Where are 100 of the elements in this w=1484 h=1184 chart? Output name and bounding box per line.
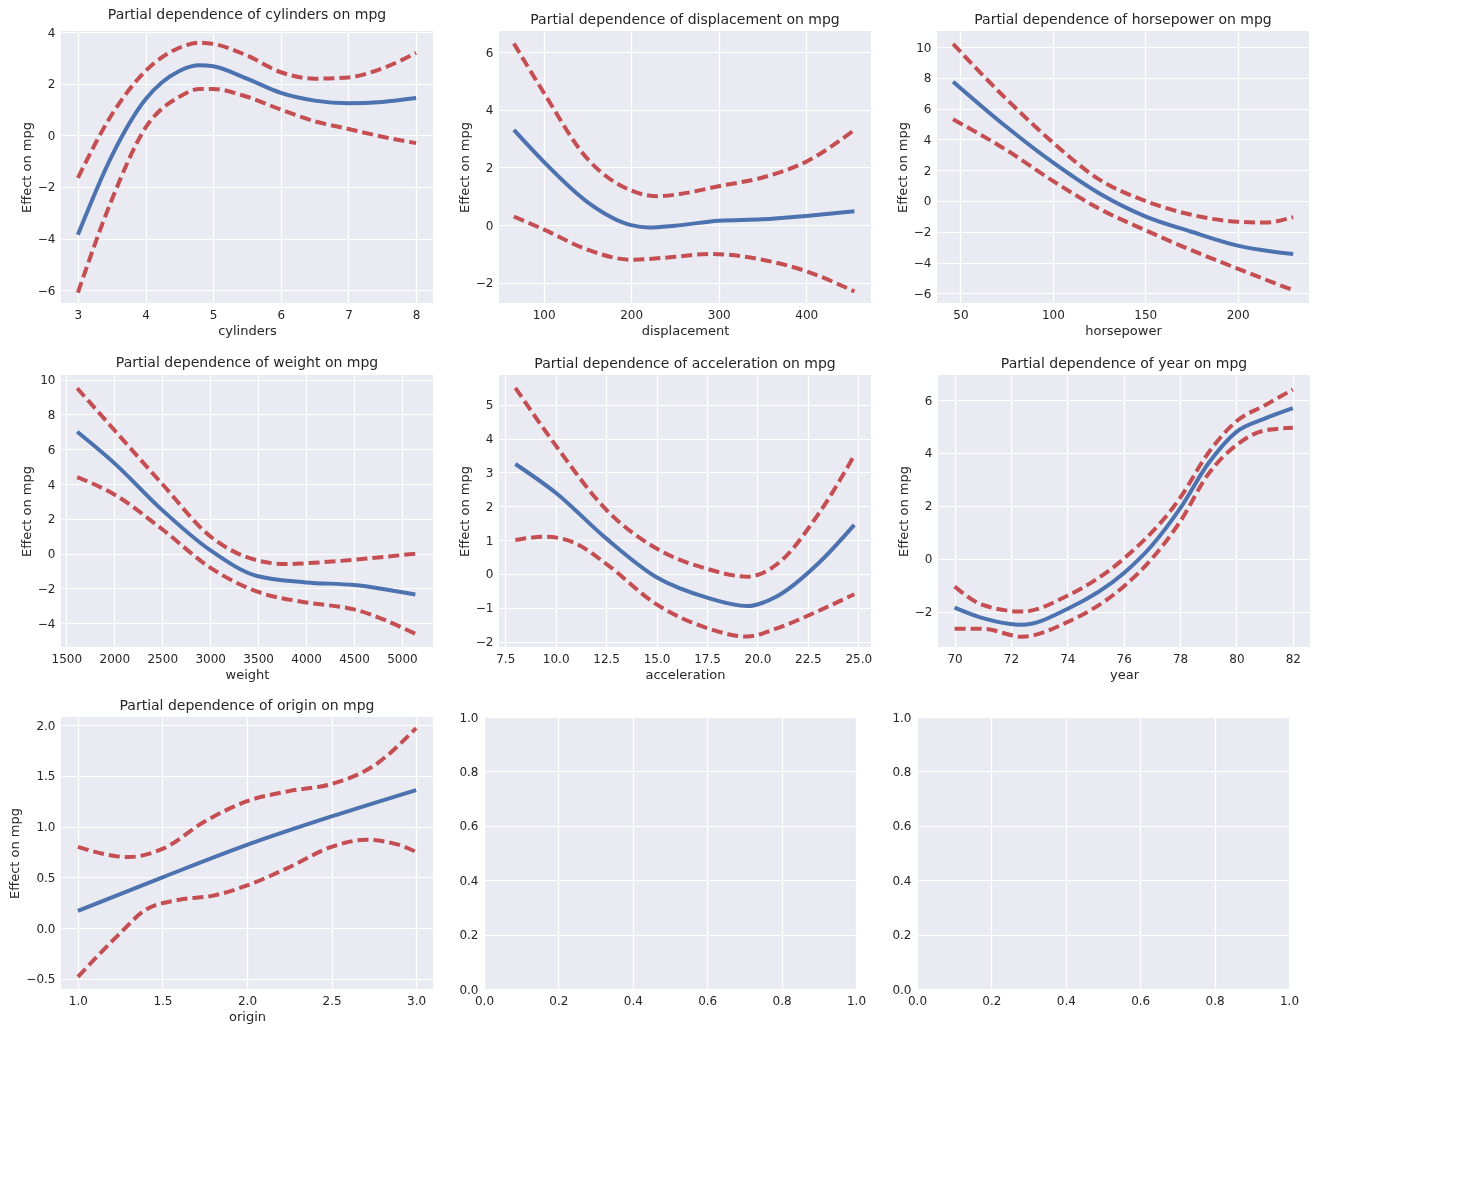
x-axis-title: acceleration <box>645 666 726 682</box>
x-tick-label: 76 <box>1116 651 1132 666</box>
line-series <box>75 726 419 860</box>
y-tick-label: 0.6 <box>892 819 912 834</box>
y-tick-label: −1 <box>475 601 494 616</box>
y-tick-label: 6 <box>923 102 932 117</box>
y-tick-label: 3 <box>485 465 494 480</box>
line-series <box>75 63 419 237</box>
y-tick-label: 4 <box>47 25 56 40</box>
x-tick-label: 82 <box>1285 651 1301 666</box>
line-series <box>951 41 1296 225</box>
x-tick-label: 3 <box>74 307 83 322</box>
x-tick-label: 3.0 <box>407 993 427 1008</box>
y-tick-label: 5 <box>485 398 494 413</box>
x-tick-label: 2.5 <box>322 993 342 1008</box>
y-tick-label: −2 <box>913 225 932 240</box>
x-tick-label: 2500 <box>147 651 179 666</box>
y-tick-label: 1.0 <box>459 710 479 725</box>
y-tick-label: 8 <box>47 407 56 422</box>
line-series <box>511 214 857 294</box>
chart-title: Partial dependence of horsepower on mpg <box>974 11 1272 27</box>
y-tick-label: −6 <box>37 283 56 298</box>
line-series <box>75 837 419 979</box>
y-axis-title: Effect on mpg <box>456 121 472 214</box>
chart-title: Partial dependence of displacement on mpg <box>530 11 840 27</box>
x-tick-label: 2.0 <box>237 993 258 1008</box>
x-tick-label: 3500 <box>243 651 274 666</box>
y-tick-label: 2 <box>923 163 932 178</box>
y-tick-label: 0.4 <box>459 873 479 888</box>
x-tick-label: 150 <box>1134 307 1158 322</box>
line-series <box>75 429 418 597</box>
x-tick-label: 25.0 <box>845 651 873 666</box>
y-tick-label: 10 <box>916 40 932 55</box>
chart-title: Partial dependence of acceleration on mpg <box>534 355 836 371</box>
x-tick-label: 4500 <box>339 651 370 666</box>
x-tick-label: 2000 <box>99 651 131 666</box>
x-tick-label: 200 <box>1226 307 1250 322</box>
y-tick-label: 4 <box>924 446 933 461</box>
x-tick-label: 4 <box>142 307 150 322</box>
x-tick-label: 17.5 <box>694 651 721 666</box>
y-tick-label: 2 <box>924 499 933 514</box>
y-tick-label: 2 <box>47 77 56 92</box>
y-tick-label: −2 <box>475 635 494 650</box>
x-tick-label: 0.8 <box>1205 993 1225 1008</box>
y-axis-title: Effect on mpg <box>7 807 23 900</box>
y-tick-label: 0.5 <box>36 870 56 885</box>
y-tick-label: 4 <box>485 432 494 447</box>
y-axis-title: Effect on mpg <box>895 465 911 558</box>
x-tick-label: 300 <box>707 307 731 322</box>
x-axis-title: cylinders <box>218 322 278 338</box>
x-tick-label: 0.6 <box>698 993 718 1008</box>
line-series <box>75 475 418 636</box>
x-tick-label: 5000 <box>387 651 418 666</box>
y-tick-label: 0.8 <box>459 764 479 779</box>
y-tick-label: 0 <box>485 218 494 233</box>
y-tick-label: 10 <box>40 373 56 388</box>
x-tick-label: 20.0 <box>744 651 772 666</box>
y-tick-label: 0 <box>924 552 933 567</box>
y-tick-label: −2 <box>37 581 56 596</box>
x-tick-label: 8 <box>412 307 421 322</box>
y-tick-label: 2.0 <box>36 718 56 733</box>
y-tick-label: 0 <box>47 547 56 562</box>
x-tick-label: 80 <box>1229 651 1245 666</box>
chart-title: Partial dependence of weight on mpg <box>115 353 379 370</box>
line-series <box>75 386 418 567</box>
x-axis-title: weight <box>225 666 270 682</box>
x-tick-label: 400 <box>795 307 819 322</box>
line-series <box>513 385 857 579</box>
x-tick-label: 22.5 <box>795 651 822 666</box>
x-tick-label: 1.0 <box>1279 993 1300 1008</box>
x-tick-label: 200 <box>620 307 644 322</box>
line-series <box>75 87 419 295</box>
line-series <box>75 788 419 913</box>
y-tick-label: −4 <box>913 256 932 271</box>
y-tick-label: 6 <box>924 393 933 408</box>
y-tick-label: 4 <box>485 103 494 118</box>
y-tick-label: −2 <box>37 180 56 195</box>
x-tick-label: 100 <box>1041 307 1065 322</box>
y-tick-label: 1.0 <box>36 820 56 835</box>
y-tick-label: 1 <box>485 533 494 548</box>
x-tick-label: 15.0 <box>643 651 671 666</box>
x-tick-label: 70 <box>947 651 963 666</box>
x-tick-label: 0.8 <box>772 993 792 1008</box>
y-tick-label: 0.0 <box>459 982 479 997</box>
y-tick-label: 0 <box>485 567 494 582</box>
y-tick-label: 8 <box>923 71 932 86</box>
x-tick-label: 3000 <box>195 651 226 666</box>
x-tick-label: 0.4 <box>1056 993 1076 1008</box>
y-tick-label: 4 <box>47 477 56 492</box>
y-tick-label: 0.2 <box>459 928 479 943</box>
y-tick-label: 0.4 <box>892 873 912 888</box>
y-axis-title: Effect on mpg <box>18 121 34 214</box>
x-tick-label: 10.0 <box>542 651 570 666</box>
x-axis-title: origin <box>228 1008 267 1024</box>
y-tick-label: 6 <box>485 45 494 60</box>
x-axis-title: displacement <box>641 322 730 338</box>
y-tick-label: 2 <box>47 512 56 527</box>
line-series <box>951 79 1296 257</box>
x-tick-label: 1500 <box>51 651 83 666</box>
chart-title: Partial dependence of cylinders on mpg <box>107 6 387 23</box>
